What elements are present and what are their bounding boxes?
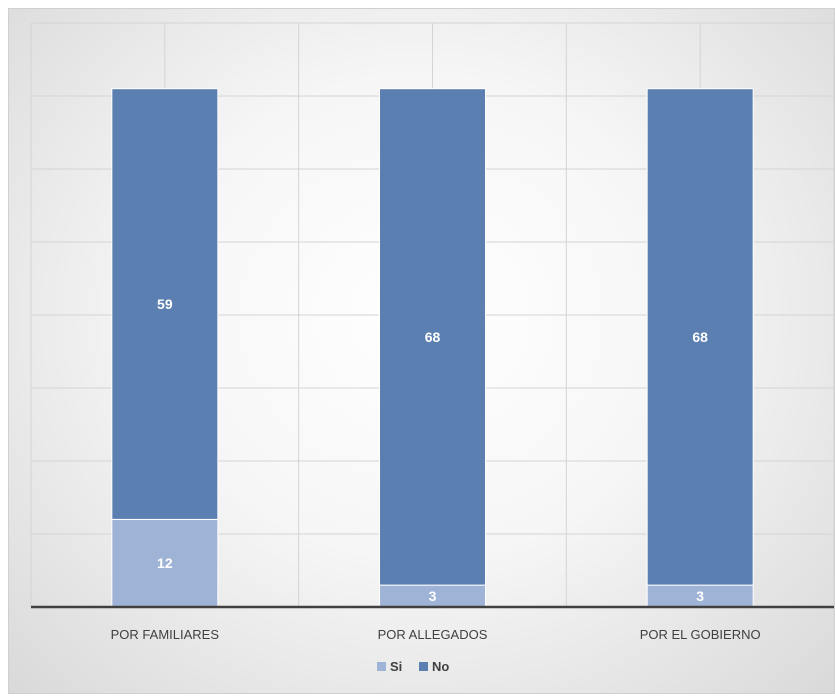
legend-label-no: No: [432, 659, 449, 674]
category-labels: POR FAMILIARES POR ALLEGADOS POR EL GOBIER…: [111, 627, 761, 642]
data-label-no: 68: [692, 329, 708, 345]
bar-no: [379, 88, 486, 586]
legend-label-si: Si: [390, 659, 402, 674]
data-label-no: 59: [157, 296, 173, 312]
category-label: POR ALLEGADOS: [378, 627, 488, 642]
bar-no: [646, 88, 754, 586]
legend-swatch-si: [377, 662, 386, 671]
category-label: POR FAMILIARES: [111, 627, 220, 642]
legend: Si No: [377, 659, 449, 674]
bar-no: [111, 88, 219, 520]
bars: 12 59 3 68 3 68: [111, 88, 754, 608]
bar-si: [111, 518, 219, 608]
chart-frame: 12 59 3 68 3 68 POR FAMILIARES POR ALLEGADOS PO…: [8, 8, 835, 694]
legend-swatch-no: [419, 662, 428, 671]
data-label-no: 68: [425, 329, 441, 345]
category-label: POR EL GOBIERNO: [640, 627, 761, 642]
data-label-si: 12: [157, 555, 173, 571]
data-label-si: 3: [696, 588, 704, 604]
data-label-si: 3: [429, 588, 437, 604]
